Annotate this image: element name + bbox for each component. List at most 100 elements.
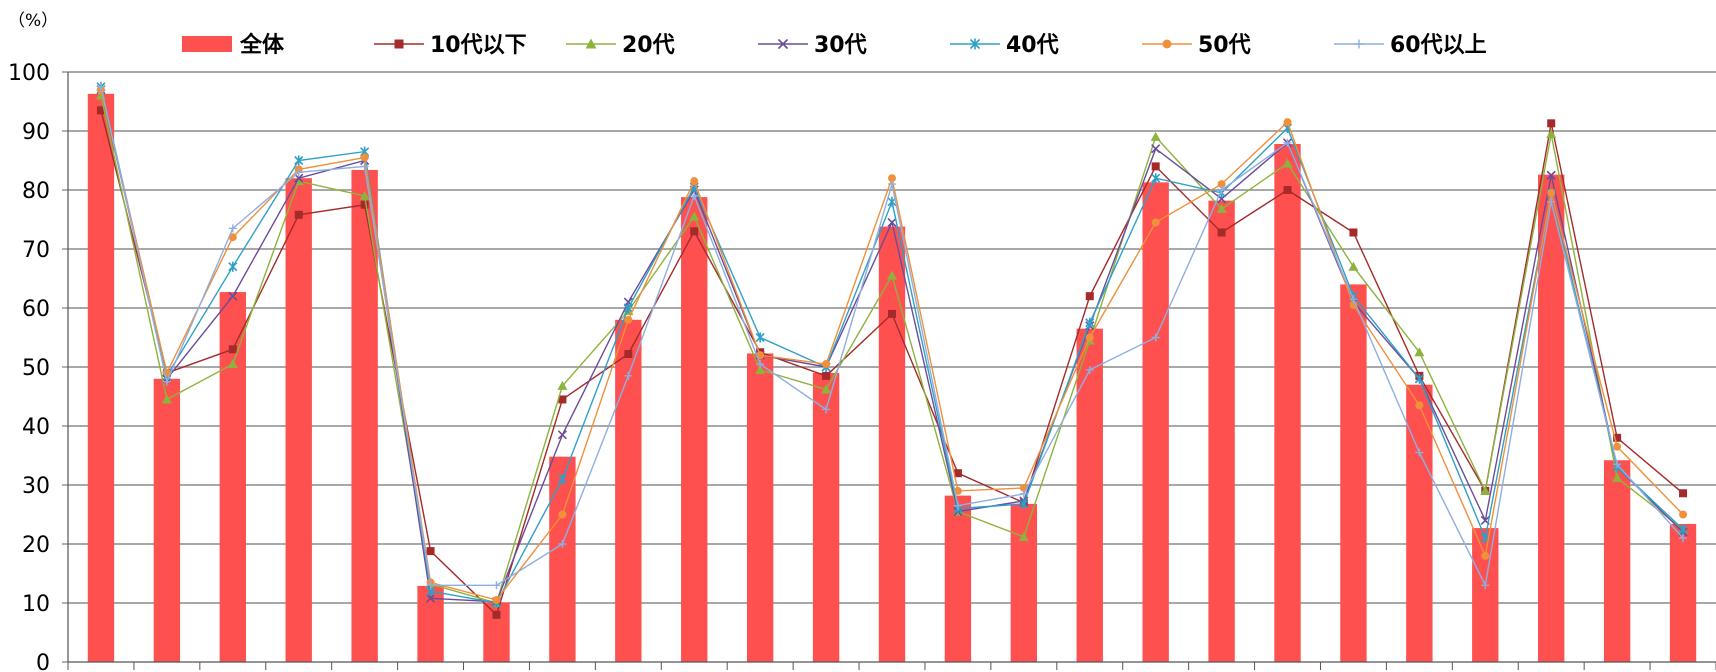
data-point [690,191,699,200]
data-point [161,394,172,404]
line-series [95,81,1689,619]
data-point [96,106,105,115]
data-point [1546,170,1556,180]
y-tick-label: 20 [22,533,50,558]
bar [1669,523,1697,662]
data-point [1415,448,1424,457]
bar [1274,143,1301,663]
data-point [1481,551,1490,560]
data-point [1151,144,1161,154]
data-point [1085,365,1094,374]
y-tick-label: 80 [22,179,50,204]
data-point [359,190,370,200]
data-point [425,593,436,603]
legend-swatch [182,36,232,52]
legend-item: 50代 [1142,33,1251,58]
data-point [822,360,831,369]
data-point [888,174,896,183]
bar [153,378,181,662]
data-point [888,180,896,189]
data-point [1414,347,1425,357]
legend-label: 10代以下 [430,33,527,58]
y-tick-label: 70 [22,238,50,263]
data-point [1019,498,1029,509]
data-point [1283,118,1292,127]
data-point [756,360,765,369]
data-point [1354,39,1364,49]
data-point [1019,489,1028,498]
y-tick-label: 10 [22,592,50,617]
data-point [1217,180,1226,189]
data-point [1547,197,1556,206]
data-point [1151,162,1160,171]
y-tick-label: 0 [36,651,50,672]
data-point [1547,119,1556,128]
data-point [623,303,633,313]
data-point [777,38,789,50]
bar [1142,182,1169,662]
bar [1208,200,1235,662]
legend-item: 20代 [566,33,675,58]
data-point [1018,531,1029,541]
data-point [96,82,105,91]
data-point [162,377,171,386]
data-point [969,38,981,50]
legend-item: 10代以下 [374,33,527,58]
bar [285,178,312,662]
data-point [624,315,633,324]
bar-series [87,93,1697,663]
data-point [360,200,369,209]
data-point [1349,295,1358,304]
data-point [1414,373,1424,384]
bar [1010,503,1038,662]
data-point [1480,485,1491,495]
y-axis-unit-label: （%） [8,11,58,31]
data-point [558,510,567,519]
data-point [228,224,237,233]
data-point [953,501,962,510]
legend-label: 40代 [1006,33,1059,58]
data-point [1085,333,1094,342]
data-point [228,291,238,301]
data-point [1283,138,1292,147]
data-point [1613,442,1622,451]
data-point [1151,218,1160,227]
bar [351,169,378,662]
data-point [1151,333,1160,342]
y-tick-label: 40 [22,415,50,440]
data-point [888,309,896,318]
data-point [1679,489,1688,498]
y-tick-label: 30 [22,474,50,499]
data-point [1085,292,1094,301]
bar [549,456,576,662]
data-point [1613,460,1622,469]
data-point [624,350,633,359]
data-point [1348,261,1359,271]
bar [1603,460,1631,662]
data-point [227,359,238,369]
data-point [1679,510,1688,519]
data-point [887,217,897,228]
bar [219,292,246,662]
legend-item: 全体 [182,32,285,58]
data-point [492,596,501,605]
data-point [1283,186,1292,194]
data-point [953,469,962,478]
data-point [228,261,238,272]
data-point [557,474,567,485]
data-point [426,581,435,590]
data-point [557,380,568,390]
y-tick-label: 90 [22,120,50,145]
legend-label: 30代 [814,33,867,58]
data-point [624,371,633,380]
data-point [1282,158,1293,168]
data-point [1415,401,1424,410]
bar [812,372,840,662]
data-point [294,210,303,219]
data-point [1162,39,1172,49]
data-point [1612,472,1623,482]
data-point [228,345,237,354]
data-point [1085,317,1095,328]
line-series-60代以上 [96,82,1688,590]
